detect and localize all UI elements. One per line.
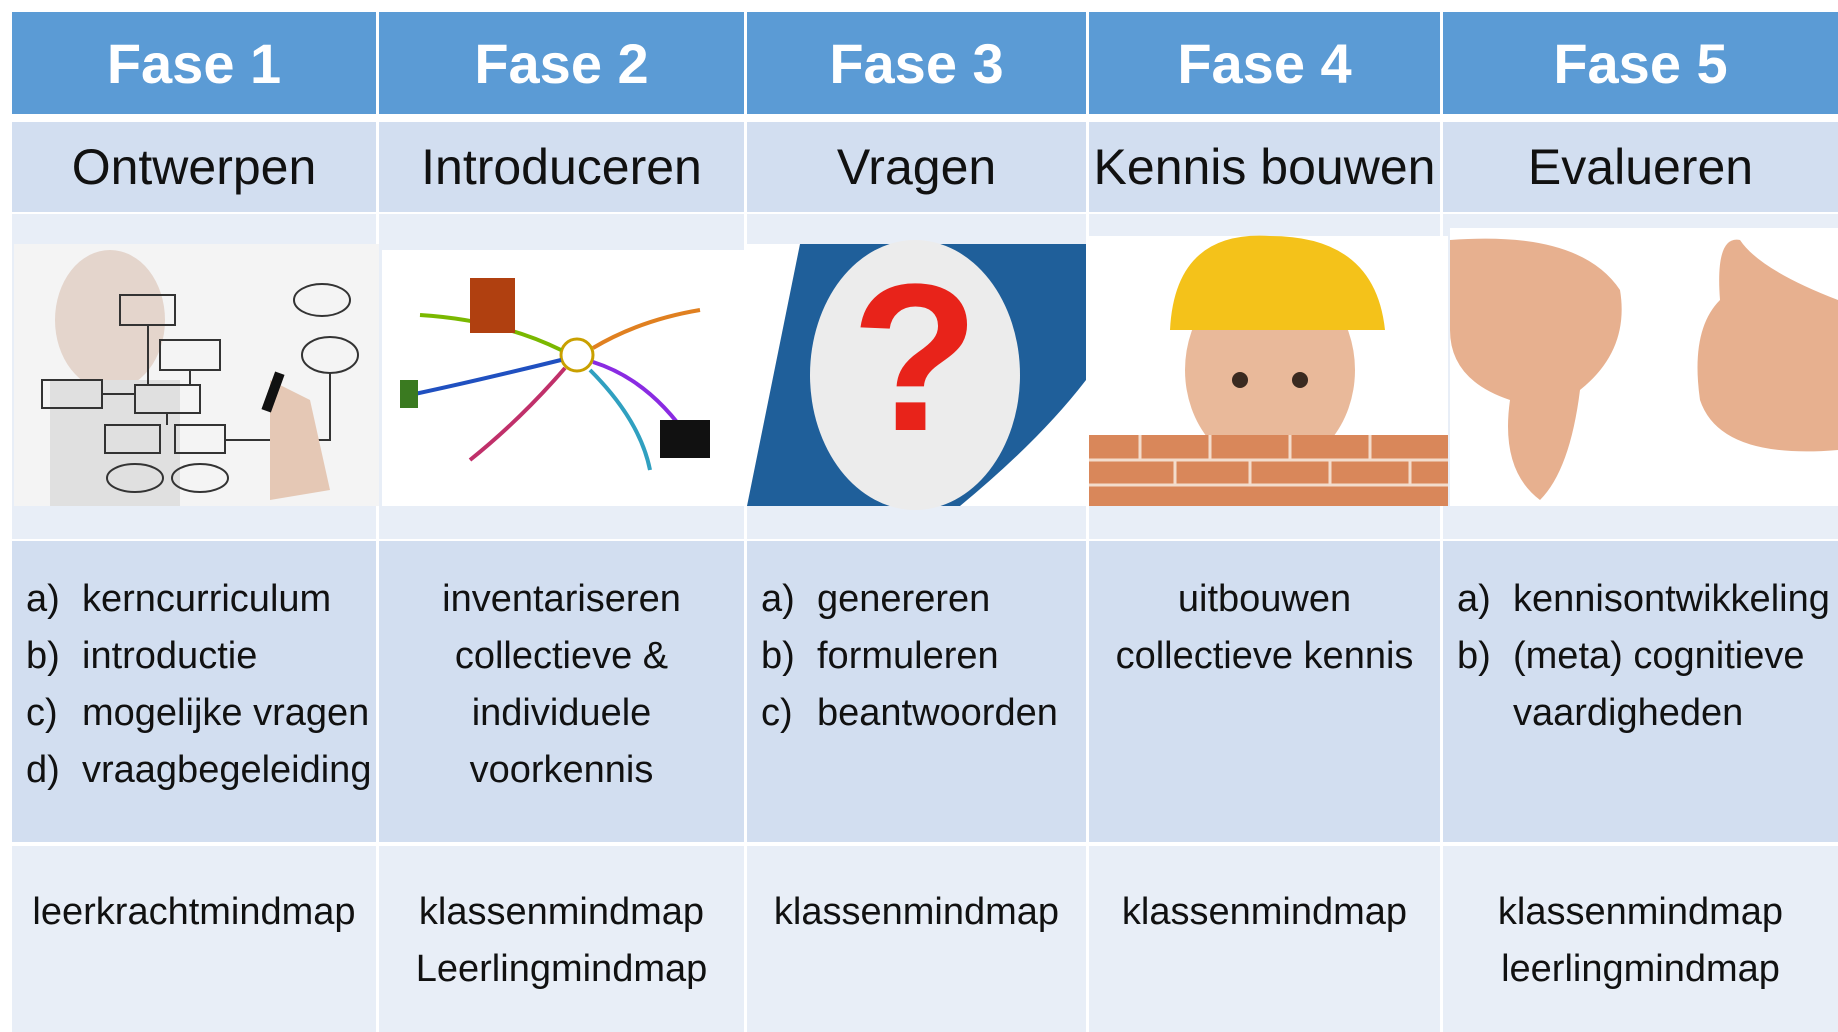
- list-item: b) introductie: [12, 628, 376, 685]
- list-line: collectieve &: [454, 635, 669, 677]
- svg-text:?: ?: [851, 240, 979, 475]
- phase-header: Fase 1: [12, 12, 376, 114]
- item-text: formuleren: [817, 635, 999, 677]
- mindmap-type: leerlingmindmap: [1501, 948, 1780, 990]
- phase-title: Kennis bouwen: [1089, 122, 1440, 212]
- item-text: kerncurriculum: [82, 578, 332, 620]
- mindmap-type: klassenmindmap: [418, 891, 705, 933]
- activity-list: a) kennisontwikkeling b) (meta) cognitieve v…: [1443, 541, 1838, 842]
- list-item: c) beantwoorden: [747, 685, 1086, 742]
- item-marker: b): [1457, 635, 1491, 677]
- mindmap-types: klassenmindmap leerlingmindmap: [1443, 846, 1838, 1032]
- phase-header: Fase 2: [379, 12, 744, 114]
- list-item: b) formuleren: [747, 628, 1086, 685]
- item-text: vraagbegeleiding: [82, 749, 372, 791]
- item-marker: a): [26, 578, 60, 620]
- activity-list: uitbouwen collectieve kennis: [1089, 541, 1440, 842]
- mindmap-type: Leerlingmindmap: [415, 948, 708, 990]
- mindmap-type: leerkrachtmindmap: [32, 891, 356, 933]
- list-item: c) mogelijke vragen: [12, 685, 376, 742]
- activity-list: a) kerncurriculum b) introductie c) mogelijke…: [12, 541, 376, 842]
- list-line: inventariseren: [442, 578, 681, 620]
- item-marker: c): [26, 692, 58, 734]
- list-item: d) vraagbegeleiding: [12, 742, 376, 799]
- item-marker: b): [761, 635, 795, 677]
- mindmap-type: klassenmindmap: [773, 891, 1060, 933]
- item-marker: b): [26, 635, 60, 677]
- list-item: vaardigheden: [1443, 685, 1838, 742]
- mindmap-type: klassenmindmap: [1121, 891, 1408, 933]
- mindmap-types: klassenmindmap: [747, 846, 1086, 1032]
- item-text: vaardigheden: [1513, 692, 1744, 734]
- phase-header: Fase 4: [1089, 12, 1440, 114]
- list-line: voorkennis: [469, 749, 654, 791]
- item-text: kennisontwikkeling: [1513, 578, 1830, 620]
- phase-title: Vragen: [747, 122, 1086, 212]
- item-text: introductie: [82, 635, 258, 677]
- phase-title: Ontwerpen: [12, 122, 376, 212]
- phase-header: Fase 3: [747, 12, 1086, 114]
- phase-title: Introduceren: [379, 122, 744, 212]
- item-text: beantwoorden: [817, 692, 1058, 734]
- item-text: (meta) cognitieve: [1513, 635, 1805, 677]
- item-marker: d): [26, 749, 60, 791]
- list-line: uitbouwen: [1177, 578, 1352, 620]
- phase-header: Fase 5: [1443, 12, 1838, 114]
- item-text: genereren: [817, 578, 991, 620]
- activity-list: inventariseren collectieve & individuele vo…: [379, 541, 744, 842]
- list-item: a) kennisontwikkeling: [1443, 571, 1838, 628]
- mindmap-types: klassenmindmap Leerlingmindmap: [379, 846, 744, 1032]
- activity-list: a) genereren b) formuleren c) beantwoorden: [747, 541, 1086, 842]
- list-line: individuele: [471, 692, 652, 734]
- list-item: a) genereren: [747, 571, 1086, 628]
- item-marker: a): [761, 578, 795, 620]
- list-item: b) (meta) cognitieve: [1443, 628, 1838, 685]
- list-item: a) kerncurriculum: [12, 571, 376, 628]
- item-text: mogelijke vragen: [82, 692, 370, 734]
- mindmap-types: leerkrachtmindmap: [12, 846, 376, 1032]
- phase-title: Evalueren: [1443, 122, 1838, 212]
- mindmap-types: klassenmindmap: [1089, 846, 1440, 1032]
- item-marker: a): [1457, 578, 1491, 620]
- mindmap-type: klassenmindmap: [1497, 891, 1784, 933]
- list-line: collectieve kennis: [1115, 635, 1414, 677]
- item-marker: c): [761, 692, 793, 734]
